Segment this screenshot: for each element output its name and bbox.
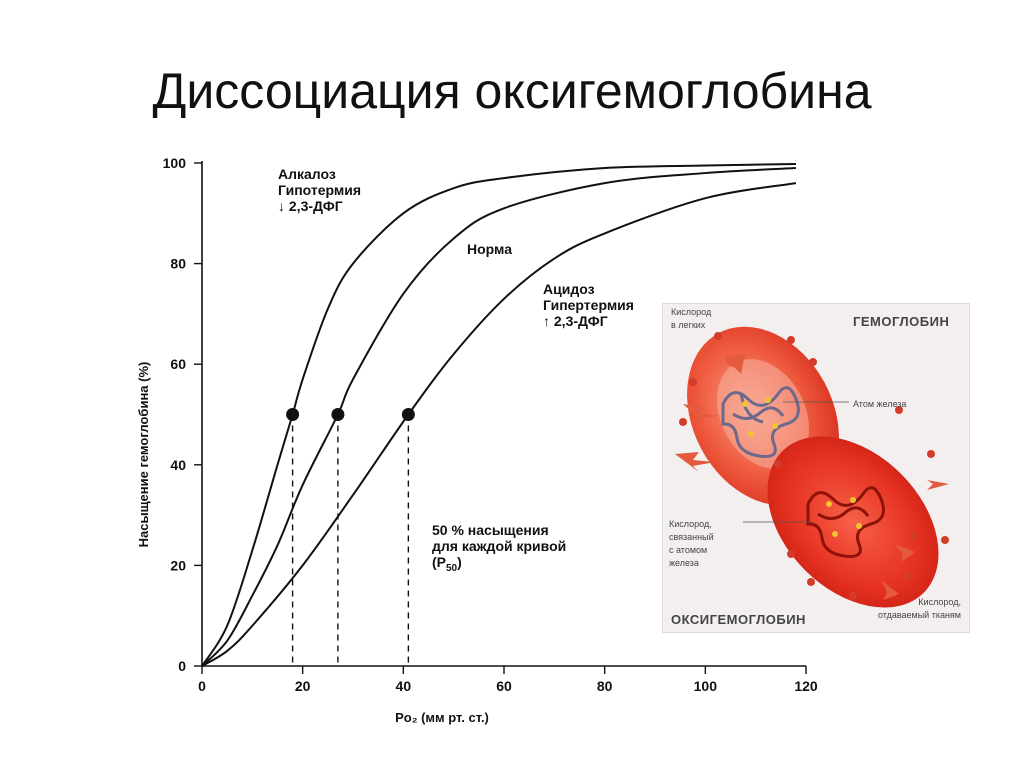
hemoglobin-inset: ГЕМОГЛОБИН Кислород в легких Атом железа… xyxy=(662,303,970,633)
y-tick-label: 80 xyxy=(170,256,186,272)
label-bound-line3: с атомом xyxy=(669,545,708,555)
p50-point-2 xyxy=(331,408,345,421)
p50-annotation-line: для каждой кривой xyxy=(432,538,566,554)
chart-ticks: 0 20 40 60 80 100 0 20 40 60 80 100 120 xyxy=(163,155,818,694)
label-bound-line4: железа xyxy=(669,558,699,568)
iron-atoms-bottom xyxy=(826,497,862,537)
label-oxygen-lungs-line1: Кислород xyxy=(671,307,712,317)
p50-annotation-line: 50 % насыщения xyxy=(432,522,549,538)
y-axis-title: Насыщение гемоглобина (%) xyxy=(136,362,151,548)
chart-markers xyxy=(286,408,415,666)
curve-label-1: Гипотермия xyxy=(278,182,361,198)
arrows xyxy=(675,354,949,600)
curve-1 xyxy=(201,163,796,667)
curve-2 xyxy=(201,167,796,667)
label-released-oxygen: Кислород, отдаваемый тканям xyxy=(853,596,961,622)
label-bound-line2: связанный xyxy=(669,532,714,542)
hemoglobin-molecule xyxy=(721,386,800,458)
p50-annotation-symbol: (P50) xyxy=(432,554,462,574)
p50-point-1 xyxy=(286,408,300,421)
y-tick-label: 0 xyxy=(178,658,186,674)
label-bound-line1: Кислород, xyxy=(669,519,712,529)
curve-3 xyxy=(201,182,797,667)
chart-curves xyxy=(201,163,797,667)
inset-heading-oxyhemoglobin: ОКСИГЕМОГЛОБИН xyxy=(671,612,806,627)
curve-label-2: Норма xyxy=(467,241,512,257)
curve-label-3: Гипертермия xyxy=(543,297,634,313)
p50-point-3 xyxy=(401,408,415,421)
x-tick-label: 100 xyxy=(694,678,718,694)
red-cell-bottom xyxy=(767,436,939,608)
inset-illustration xyxy=(675,326,949,608)
x-tick-label: 0 xyxy=(198,678,206,694)
slide-title: Диссоциация оксигемоглобина xyxy=(152,63,872,119)
x-tick-label: 40 xyxy=(396,678,412,694)
label-iron-atom: Атом железа xyxy=(853,399,907,409)
oxyhemoglobin-molecule xyxy=(806,486,885,558)
label-released-line2: отдаваемый тканям xyxy=(877,610,961,620)
curve-label-1: ↓ 2,3-ДФГ xyxy=(278,198,343,214)
curve-label-3: ↑ 2,3-ДФГ xyxy=(543,313,608,329)
y-tick-label: 100 xyxy=(163,155,187,171)
label-oxygen-lungs-line2: в легких xyxy=(671,320,706,330)
oxygen-molecules xyxy=(679,332,949,600)
x-tick-label: 20 xyxy=(295,678,311,694)
y-tick-label: 40 xyxy=(170,457,186,473)
y-tick-label: 20 xyxy=(170,557,186,573)
x-tick-label: 120 xyxy=(794,678,818,694)
label-released-line1: Кислород, xyxy=(918,597,961,607)
x-tick-label: 80 xyxy=(597,678,613,694)
x-axis-title: Po₂ (мм рт. ст.) xyxy=(395,710,489,725)
iron-atoms-top xyxy=(742,397,778,437)
curve-label-1: Алкалоз xyxy=(278,166,336,182)
x-tick-label: 60 xyxy=(496,678,512,694)
y-tick-label: 60 xyxy=(170,356,186,372)
label-oxygen-lungs: Кислород в легких xyxy=(671,306,711,332)
curve-label-3: Ацидоз xyxy=(543,281,595,297)
chart-labels: Po₂ (мм рт. ст.) Насыщение гемоглобина (%… xyxy=(136,166,634,725)
inset-heading-hemoglobin: ГЕМОГЛОБИН xyxy=(853,314,950,329)
label-bound-oxygen: Кислород, связанный с атомом железа xyxy=(669,518,714,570)
